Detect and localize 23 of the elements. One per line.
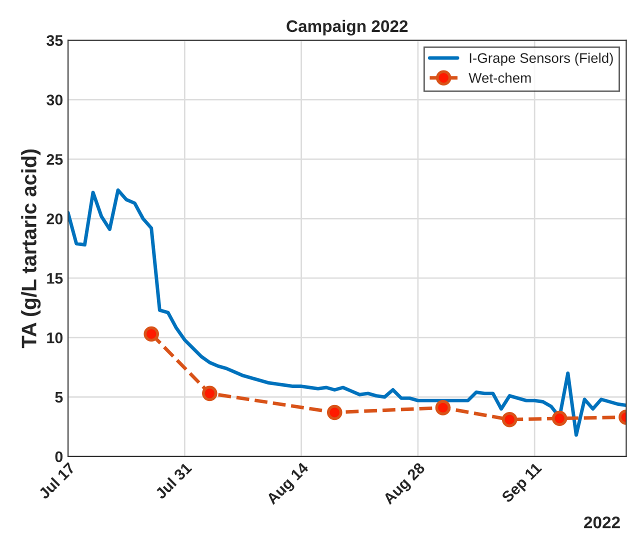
y-tick-label: 30: [46, 94, 63, 106]
y-axis-title: TA (g/L tartaric acid): [21, 149, 41, 348]
y-tick-label: 10: [47, 332, 63, 344]
x-tick-label: Sep 11: [500, 462, 544, 506]
y-tick-label: 5: [55, 392, 63, 403]
point: [144, 326, 159, 342]
y-tick-label: 35: [46, 35, 63, 46]
point: [435, 400, 451, 416]
point: [202, 386, 218, 402]
legend-label: Wet-chem: [468, 72, 531, 83]
y-tick-label: 25: [46, 154, 63, 165]
point: [552, 410, 568, 426]
x-tick-label: Jul 31: [154, 462, 192, 500]
point: [502, 412, 518, 428]
point: [326, 404, 342, 420]
y-tick-label: 15: [47, 273, 63, 284]
x-tick-label: Jul 17: [38, 462, 76, 500]
text: 2022: [584, 516, 620, 528]
chart-title: Campaign 2022: [286, 20, 408, 36]
line-series: [68, 188, 626, 437]
y-tick-label: 20: [46, 214, 63, 224]
legend-label: I-Grape Sensors (Field): [470, 52, 613, 66]
y-tick-label: 0: [55, 451, 63, 462]
